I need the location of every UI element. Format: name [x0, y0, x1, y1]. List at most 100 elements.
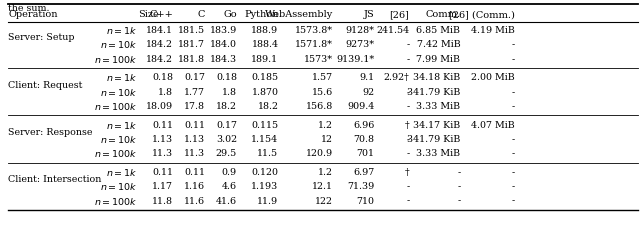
Text: 11.8: 11.8 [152, 197, 173, 206]
Text: C: C [198, 10, 205, 19]
Text: 18.09: 18.09 [146, 102, 173, 111]
Text: 1.16: 1.16 [184, 182, 205, 191]
Text: 1573.8*: 1573.8* [294, 26, 333, 35]
Text: JS: JS [364, 10, 374, 19]
Text: -: - [406, 55, 410, 64]
Text: -: - [457, 182, 461, 191]
Text: 4.19 MiB: 4.19 MiB [471, 26, 515, 35]
Text: 909.4: 909.4 [347, 102, 374, 111]
Text: 1.17: 1.17 [152, 182, 173, 191]
Text: 241.54: 241.54 [376, 26, 410, 35]
Text: 181.7: 181.7 [178, 41, 205, 49]
Text: 7.42 MiB: 7.42 MiB [417, 41, 461, 49]
Text: 3.33 MiB: 3.33 MiB [417, 149, 461, 158]
Text: 184.3: 184.3 [210, 55, 237, 64]
Text: -: - [511, 168, 515, 177]
Text: 3.33 MiB: 3.33 MiB [417, 102, 461, 111]
Text: Comm.: Comm. [426, 10, 461, 19]
Text: 1.2: 1.2 [318, 120, 333, 130]
Text: 0.11: 0.11 [184, 168, 205, 177]
Text: 70.8: 70.8 [353, 135, 374, 144]
Text: 189.1: 189.1 [252, 55, 278, 64]
Text: 0.11: 0.11 [152, 120, 173, 130]
Text: 341.79 KiB: 341.79 KiB [407, 135, 461, 144]
Text: 11.6: 11.6 [184, 197, 205, 206]
Text: -: - [511, 41, 515, 49]
Text: -: - [511, 135, 515, 144]
Text: 188.9: 188.9 [252, 26, 278, 35]
Text: -: - [511, 182, 515, 191]
Text: 1.870: 1.870 [252, 88, 278, 97]
Text: 0.17: 0.17 [184, 73, 205, 82]
Text: -: - [406, 149, 410, 158]
Text: -: - [511, 149, 515, 158]
Text: $n=100k$: $n=100k$ [94, 54, 138, 65]
Text: 0.115: 0.115 [252, 120, 278, 130]
Text: 1.77: 1.77 [184, 88, 205, 97]
Text: 34.17 KiB: 34.17 KiB [413, 120, 461, 130]
Text: $n=1k$: $n=1k$ [106, 25, 138, 36]
Text: 184.0: 184.0 [210, 41, 237, 49]
Text: 18.2: 18.2 [216, 102, 237, 111]
Text: 181.8: 181.8 [178, 55, 205, 64]
Text: -: - [406, 182, 410, 191]
Text: 9.1: 9.1 [359, 73, 374, 82]
Text: 41.6: 41.6 [216, 197, 237, 206]
Text: 0.18: 0.18 [152, 73, 173, 82]
Text: 4.6: 4.6 [222, 182, 237, 191]
Text: Server: Setup: Server: Setup [8, 33, 75, 42]
Text: 1.193: 1.193 [252, 182, 278, 191]
Text: 156.8: 156.8 [305, 102, 333, 111]
Text: 1.8: 1.8 [222, 88, 237, 97]
Text: 0.18: 0.18 [216, 73, 237, 82]
Text: 710: 710 [356, 197, 374, 206]
Text: Python: Python [244, 10, 278, 19]
Text: $n=100k$: $n=100k$ [94, 148, 138, 159]
Text: -: - [511, 102, 515, 111]
Text: 122: 122 [315, 197, 333, 206]
Text: 9139.1*: 9139.1* [336, 55, 374, 64]
Text: 6.97: 6.97 [353, 168, 374, 177]
Text: 2.92†: 2.92† [383, 73, 410, 82]
Text: 1.13: 1.13 [184, 135, 205, 144]
Text: WebAssembly: WebAssembly [264, 10, 333, 19]
Text: 3.02: 3.02 [216, 135, 237, 144]
Text: $n=1k$: $n=1k$ [106, 120, 138, 130]
Text: 11.9: 11.9 [257, 197, 278, 206]
Text: -: - [511, 55, 515, 64]
Text: [26] (Comm.): [26] (Comm.) [449, 10, 515, 19]
Text: -: - [406, 88, 410, 97]
Text: 0.9: 0.9 [222, 168, 237, 177]
Text: 12: 12 [321, 135, 333, 144]
Text: 1.2: 1.2 [318, 168, 333, 177]
Text: 1.154: 1.154 [252, 135, 278, 144]
Text: $n=10k$: $n=10k$ [100, 87, 138, 98]
Text: -: - [406, 135, 410, 144]
Text: $n=100k$: $n=100k$ [94, 195, 138, 206]
Text: Client: Request: Client: Request [8, 80, 83, 89]
Text: 7.99 MiB: 7.99 MiB [417, 55, 461, 64]
Text: $n=100k$: $n=100k$ [94, 101, 138, 112]
Text: 1573*: 1573* [303, 55, 333, 64]
Text: 1.57: 1.57 [312, 73, 333, 82]
Text: 183.9: 183.9 [210, 26, 237, 35]
Text: Size: Size [138, 10, 159, 19]
Text: 17.8: 17.8 [184, 102, 205, 111]
Text: 18.2: 18.2 [257, 102, 278, 111]
Text: 184.2: 184.2 [146, 41, 173, 49]
Text: †: † [404, 168, 410, 177]
Text: 71.39: 71.39 [347, 182, 374, 191]
Text: 0.11: 0.11 [184, 120, 205, 130]
Text: 184.1: 184.1 [146, 26, 173, 35]
Text: Operation: Operation [8, 10, 58, 19]
Text: 701: 701 [356, 149, 374, 158]
Text: -: - [511, 197, 515, 206]
Text: 1.8: 1.8 [158, 88, 173, 97]
Text: 1.13: 1.13 [152, 135, 173, 144]
Text: Client: Intersection: Client: Intersection [8, 175, 102, 184]
Text: $n=1k$: $n=1k$ [106, 72, 138, 83]
Text: †: † [404, 120, 410, 130]
Text: -: - [457, 168, 461, 177]
Text: -: - [406, 102, 410, 111]
Text: 9128*: 9128* [346, 26, 374, 35]
